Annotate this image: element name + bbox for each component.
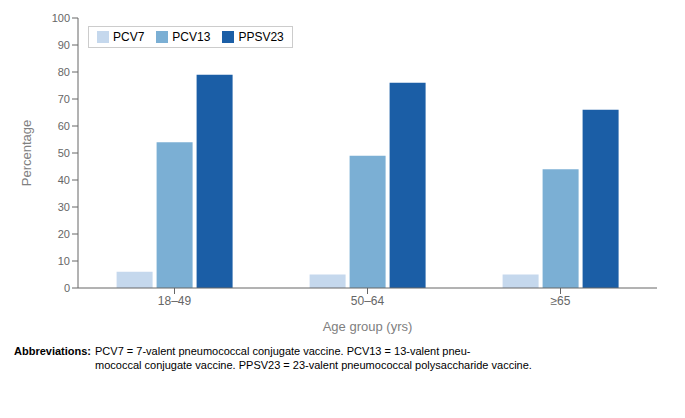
svg-text:80: 80: [58, 66, 70, 78]
svg-text:≥65: ≥65: [551, 294, 571, 308]
svg-text:0: 0: [64, 282, 70, 294]
svg-text:50: 50: [58, 147, 70, 159]
html-text:PPSV23: PPSV23: [238, 30, 284, 44]
html-text:PCV13: PCV13: [172, 30, 211, 44]
html-text:PCV7: PCV7: [113, 30, 145, 44]
svg-text:Percentage: Percentage: [19, 120, 34, 187]
html-text:Abbreviations: PCV7 = 7-valent: Abbreviations: PCV7 = 7-valent pneumococ…: [14, 345, 532, 371]
svg-text:20: 20: [58, 228, 70, 240]
svg-text:30: 30: [58, 201, 70, 213]
svg-text:90: 90: [58, 39, 70, 51]
svg-text:60: 60: [58, 120, 70, 132]
svg-text:Age group (yrs): Age group (yrs): [323, 319, 413, 334]
svg-text:10: 10: [58, 255, 70, 267]
svg-text:18–49: 18–49: [158, 294, 192, 308]
svg-text:70: 70: [58, 93, 70, 105]
svg-text:100: 100: [52, 12, 70, 24]
svg-text:40: 40: [58, 174, 70, 186]
svg-text:50–64: 50–64: [351, 294, 385, 308]
